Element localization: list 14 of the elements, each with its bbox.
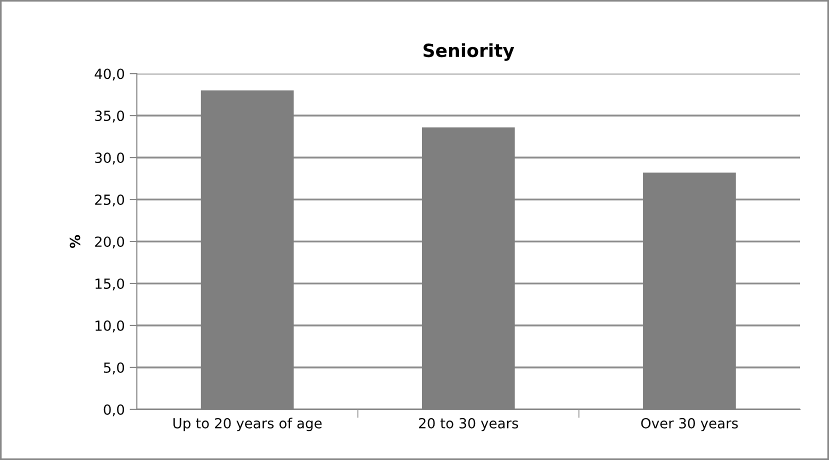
y-tick-label: 15,0 (96, 278, 124, 290)
y-tick-label: 40,0 (94, 68, 124, 80)
y-tick-label: 0,0 (104, 404, 124, 416)
x-tick-label: Over 30 years (641, 418, 738, 432)
x-tick-label: Up to 20 years of age (173, 418, 322, 432)
y-tick-label: 10,0 (96, 320, 124, 332)
y-tick-label: 5,0 (104, 362, 124, 374)
y-tick-label: 35,0 (95, 110, 124, 122)
y-tick-label: 25,0 (95, 194, 124, 206)
x-tick-label: 20 to 30 years (419, 418, 518, 432)
y-axis-title: % (70, 234, 80, 248)
y-tick-label: 20,0 (95, 236, 124, 248)
chart-title: Seniority (424, 43, 514, 61)
y-tick-label: 30,0 (95, 152, 124, 164)
